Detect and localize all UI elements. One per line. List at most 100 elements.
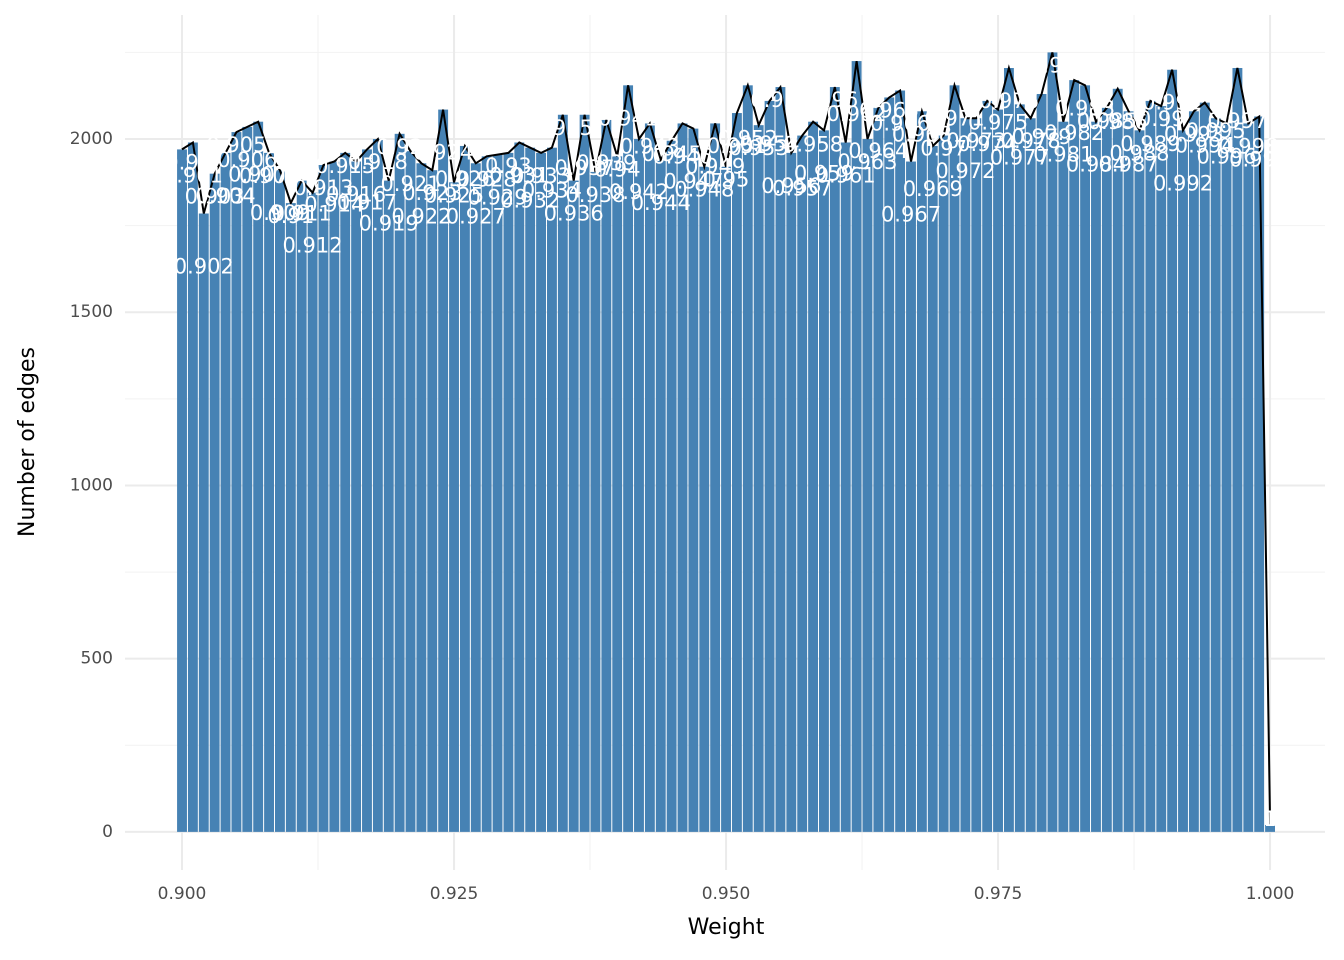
data-label: 0.997 [1207, 109, 1267, 133]
bar [775, 87, 786, 832]
bar [285, 203, 296, 832]
bar [209, 173, 220, 832]
data-label: 0.971 [924, 106, 984, 130]
data-label: 0.941 [598, 106, 658, 130]
bar [220, 152, 231, 832]
data-label: 0.919 [359, 212, 419, 236]
bar [547, 147, 557, 832]
data-label: 0.978 [1001, 129, 1061, 153]
bar [274, 170, 285, 832]
bar [492, 154, 503, 832]
bar [873, 107, 884, 832]
data-label: 0.977 [990, 145, 1050, 169]
data-label: 0.902 [174, 255, 234, 279]
data-label: 0.936 [544, 202, 604, 226]
bar [797, 135, 808, 832]
bar [1221, 123, 1232, 832]
bar [340, 152, 351, 832]
data-label: 0.946 [652, 144, 712, 168]
bar [927, 145, 938, 832]
data-label: 0.97 [920, 137, 967, 161]
data-label: 0.926 [435, 167, 495, 191]
bar [318, 165, 329, 832]
bar [862, 139, 873, 832]
bar [1210, 118, 1221, 832]
data-label: 0.911 [272, 202, 332, 226]
data-label: 0.927 [446, 204, 506, 228]
bar [231, 132, 242, 832]
data-label: 0.929 [467, 186, 527, 210]
data-label: 0.935 [533, 116, 593, 140]
bar [819, 130, 829, 832]
data-label: 0.909 [250, 201, 310, 225]
data-label: 0.93 [485, 154, 532, 178]
x-tick-label: 0.900 [158, 884, 207, 904]
data-label: 0.999 [1229, 148, 1289, 172]
data-label: 0.94 [594, 157, 641, 181]
data-label: 0.91 [267, 204, 314, 228]
bar [960, 118, 971, 832]
data-label: 0.939 [576, 151, 636, 175]
bar [1145, 100, 1156, 832]
data-label: 0.905 [206, 133, 266, 157]
data-label: 0.996 [1196, 144, 1256, 168]
data-label: 0.949 [685, 154, 745, 178]
bar [372, 139, 383, 832]
data-label: 0.95 [703, 168, 750, 192]
bar [895, 90, 906, 832]
data-label: 0.912 [283, 234, 343, 258]
bar [1178, 130, 1188, 832]
bar [459, 145, 470, 832]
line [181, 52, 1272, 826]
bar [731, 113, 742, 832]
bar [405, 151, 416, 832]
data-label: 0.918 [348, 150, 408, 174]
bar [525, 147, 536, 832]
bar [1123, 111, 1134, 832]
bar [449, 182, 459, 832]
data-label: 0.98 [1029, 53, 1076, 77]
bar [786, 152, 797, 832]
bar [982, 100, 993, 832]
data-label: 0.958 [783, 133, 843, 157]
data-label: 0.969 [903, 177, 963, 201]
data-label: 0.906 [217, 148, 277, 172]
bar [1036, 93, 1047, 832]
data-label: 0.907 [228, 163, 288, 187]
data-label: 0.966 [870, 112, 930, 136]
bar [971, 118, 982, 832]
data-label: 0.991 [1142, 91, 1202, 115]
data-label: 0.992 [1153, 171, 1213, 195]
bar [514, 142, 525, 832]
bar [503, 152, 514, 832]
bar [579, 114, 590, 832]
data-label: 0.963 [837, 150, 897, 174]
data-label: 0.957 [772, 177, 832, 201]
bar [427, 170, 438, 832]
bar [764, 100, 775, 832]
data-label: 0.923 [402, 181, 462, 205]
y-axis-title: Number of edges [15, 347, 40, 537]
data-label: 0.994 [1175, 134, 1235, 158]
data-label: 0.986 [1088, 110, 1148, 134]
y-tick-label: 1500 [70, 302, 113, 322]
data-label: 0.987 [1099, 152, 1159, 176]
bar [721, 166, 731, 832]
data-label: 0.948 [674, 178, 734, 202]
bar [829, 87, 840, 832]
data-label: 0.921 [380, 172, 440, 196]
bar [264, 152, 274, 832]
bar [1058, 121, 1069, 832]
data-label: 0.974 [957, 132, 1017, 156]
data-label: 0.975 [968, 111, 1028, 135]
bar [177, 149, 187, 832]
bar [916, 111, 927, 832]
bar [198, 213, 209, 832]
y-tick-label: 0 [102, 822, 113, 842]
bar [993, 109, 1003, 832]
data-label: 0.968 [892, 122, 952, 146]
data-label: 0.955 [750, 88, 810, 112]
bar [481, 156, 492, 832]
bar [634, 139, 644, 832]
